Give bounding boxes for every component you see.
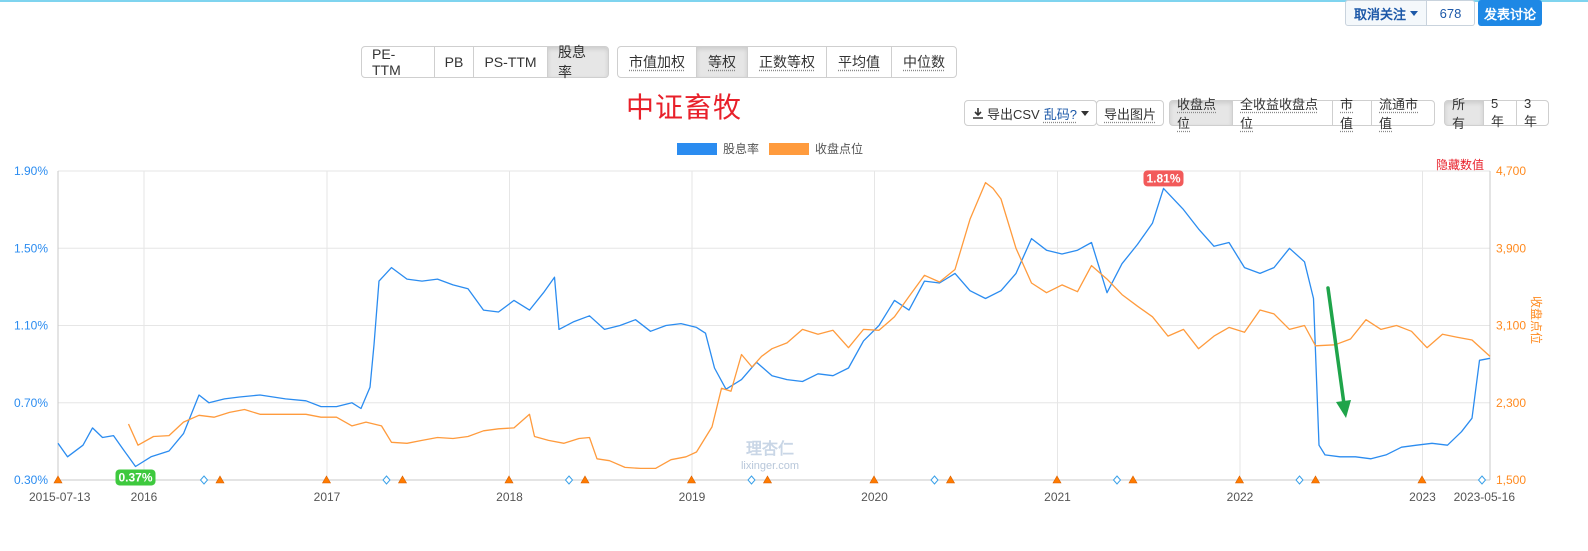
event-marker-triangle xyxy=(1052,475,1062,484)
hide-values-toggle[interactable]: 隐藏数值 xyxy=(1436,158,1485,172)
garbled-help-link[interactable]: 乱码? xyxy=(1043,106,1077,122)
unfollow-button[interactable]: 取消关注 xyxy=(1345,0,1427,26)
tab-pe-ttm[interactable]: PE-TTM xyxy=(361,46,435,78)
event-marker-triangle xyxy=(686,475,697,484)
series-line-close-price xyxy=(127,181,1491,470)
event-marker-diamond xyxy=(564,475,574,485)
unfollow-label: 取消关注 xyxy=(1353,6,1406,22)
legend-swatch-dividend xyxy=(677,142,717,155)
tab-close-price[interactable]: 收盘点位 xyxy=(1169,97,1233,131)
tab-median[interactable]: 中位数 xyxy=(891,46,957,78)
event-marker-triangle xyxy=(762,475,773,484)
chart-legend: 股息率 收盘点位 xyxy=(677,140,873,157)
chart-title: 中证畜牧 xyxy=(626,92,743,123)
export-image-button[interactable]: 导出图片 xyxy=(1096,100,1165,126)
metric-tabs: PE-TTM PB PS-TTM 股息率 xyxy=(361,44,609,80)
y-right-tick-label: 3,900 xyxy=(1496,241,1526,255)
x-tick-label: 2017 xyxy=(314,490,341,504)
y-left-tick-label: 1.90% xyxy=(14,164,48,178)
download-icon xyxy=(973,108,983,119)
y-left-tick-label: 1.50% xyxy=(14,241,48,255)
y-right-axis-label: 收盘点位 xyxy=(1529,296,1544,344)
tab-pb[interactable]: PB xyxy=(434,46,474,78)
legend-dividend-yield[interactable]: 股息率 xyxy=(677,140,759,157)
range-3y[interactable]: 3年 xyxy=(1516,96,1549,129)
event-marker-triangle xyxy=(397,475,408,484)
y-left-tick-label: 1.10% xyxy=(14,319,48,333)
event-marker-diamond xyxy=(930,475,939,485)
tab-float-market-cap[interactable]: 流通市值 xyxy=(1371,97,1435,131)
annotation-arrow-shaft xyxy=(1326,286,1346,406)
annotation-arrow-head xyxy=(1336,400,1351,418)
min-value-badge xyxy=(115,469,156,486)
badge-label: 0.37% xyxy=(118,470,152,484)
tab-cap-weighted[interactable]: 市值加权 xyxy=(617,46,697,78)
tab-dividend-yield[interactable]: 股息率 xyxy=(547,44,609,80)
event-marker-triangle xyxy=(215,475,225,484)
x-tick-label: 2018 xyxy=(496,490,523,504)
range-5y[interactable]: 5年 xyxy=(1483,96,1517,129)
event-marker-diamond xyxy=(747,475,756,485)
follow-count[interactable]: 678 xyxy=(1427,0,1475,26)
y-right-tick-label: 1,500 xyxy=(1496,473,1526,487)
watermark-url-text: lixinger.com xyxy=(741,460,799,472)
x-tick-label: 2020 xyxy=(861,490,888,504)
max-value-badge xyxy=(1143,170,1184,187)
event-marker-triangle xyxy=(53,475,63,484)
event-marker-triangle xyxy=(1234,475,1245,484)
event-marker-triangle xyxy=(321,475,332,484)
event-marker-diamond xyxy=(1477,475,1487,485)
top-accent-line xyxy=(0,0,1588,2)
discuss-button[interactable]: 发表讨论 xyxy=(1478,0,1542,26)
tab-positive-equal-weighted[interactable]: 正数等权 xyxy=(747,46,827,78)
event-marker-triangle xyxy=(1128,475,1138,484)
event-marker-triangle xyxy=(580,475,590,484)
x-tick-label: 2021 xyxy=(1044,490,1071,504)
tab-ps-ttm[interactable]: PS-TTM xyxy=(473,46,548,78)
legend-label-close: 收盘点位 xyxy=(815,142,864,156)
y-right-tick-label: 3,100 xyxy=(1496,319,1526,333)
legend-swatch-close xyxy=(769,142,810,155)
event-marker-diamond xyxy=(382,475,391,485)
x-tick-label: 2023-05-16 xyxy=(1454,490,1516,504)
x-tick-label: 2022 xyxy=(1227,490,1254,504)
event-marker-diamond xyxy=(1295,475,1304,485)
tab-average[interactable]: 平均值 xyxy=(826,46,892,78)
series-line-dividend-yield xyxy=(57,187,1491,468)
event-marker-diamond xyxy=(1112,475,1122,485)
x-tick-label: 2016 xyxy=(131,490,158,504)
x-tick-label: 2019 xyxy=(679,490,706,504)
y-right-tick-label: 4,700 xyxy=(1496,164,1526,178)
export-csv-label: 导出CSV xyxy=(987,106,1040,122)
y-left-tick-label: 0.30% xyxy=(14,473,48,487)
price-type-tabs: 收盘点位 全收益收盘点位 市值 流通市值 xyxy=(1169,97,1435,131)
event-marker-triangle xyxy=(945,475,956,484)
chevron-down-icon xyxy=(1080,110,1089,116)
legend-close-price[interactable]: 收盘点位 xyxy=(769,140,863,157)
event-marker-triangle xyxy=(1310,475,1321,484)
y-right-tick-label: 2,300 xyxy=(1496,396,1526,410)
event-marker-diamond xyxy=(199,475,209,485)
badge-label: 1.81% xyxy=(1146,171,1180,185)
export-image-label: 导出图片 xyxy=(1104,106,1157,122)
watermark-logo-text: 理杏仁 xyxy=(746,439,794,458)
export-csv-button[interactable]: 导出CSV 乱码? xyxy=(964,100,1097,126)
event-marker-triangle xyxy=(504,475,514,484)
event-marker-triangle xyxy=(869,475,879,484)
weighting-tabs: 市值加权 等权 正数等权 平均值 中位数 xyxy=(617,46,957,78)
chevron-down-icon xyxy=(1410,10,1418,16)
legend-label-dividend: 股息率 xyxy=(723,142,760,156)
y-left-tick-label: 0.70% xyxy=(14,396,48,410)
x-tick-label: 2023 xyxy=(1409,490,1436,504)
tab-equal-weighted[interactable]: 等权 xyxy=(696,46,748,78)
event-marker-triangle xyxy=(1417,475,1427,484)
x-tick-label: 2015-07-13 xyxy=(29,490,91,504)
follow-toolbar: 取消关注 678 发表讨论 xyxy=(1345,0,1542,26)
